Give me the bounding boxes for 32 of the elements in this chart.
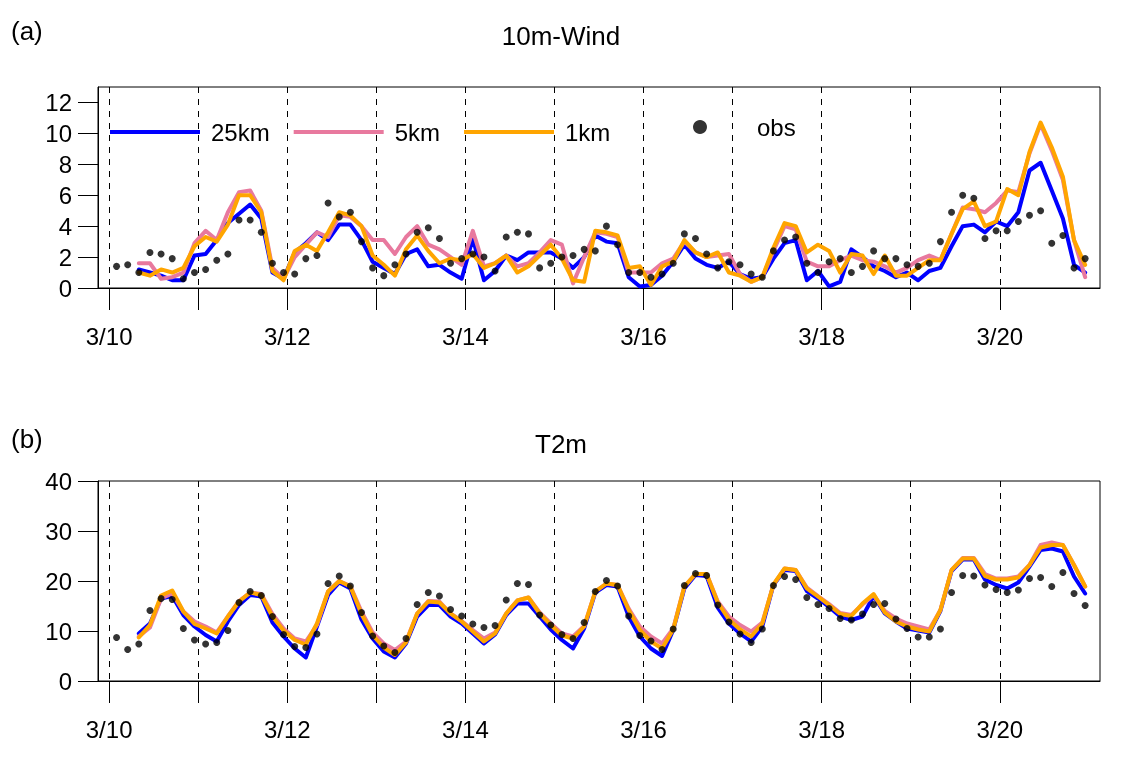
legend-label: 25km: [211, 118, 270, 146]
y-tick-label: 40: [45, 467, 72, 495]
chart-title: 10m-Wind: [501, 21, 621, 51]
y-tick-label: 4: [58, 212, 72, 240]
x-tick-label: 3/12: [263, 715, 311, 743]
legend-label: obs: [757, 113, 796, 141]
x-tick-label: 3/10: [85, 715, 133, 743]
x-tick-label: 3/14: [442, 715, 489, 743]
y-tick-label: 8: [58, 150, 72, 178]
x-tick-label: 3/18: [798, 715, 846, 743]
x-tick-label: 3/14: [442, 322, 489, 350]
text: (a): [11, 16, 43, 46]
y-tick-label: 2: [58, 243, 72, 271]
y-tick-label: 0: [58, 274, 72, 302]
x-tick-label: 3/12: [263, 322, 311, 350]
y-tick-label: 30: [45, 517, 72, 545]
x-tick-label: 3/16: [620, 715, 667, 743]
x-tick-label: 3/18: [798, 322, 846, 350]
legend-label: 1km: [565, 118, 611, 146]
x-tick-label: 3/20: [976, 322, 1024, 350]
x-tick-label: 3/16: [620, 322, 667, 350]
y-tick-label: 10: [45, 617, 72, 645]
chart-title: T2m: [535, 429, 587, 459]
y-tick-label: 20: [45, 567, 72, 595]
y-tick-label: 0: [58, 667, 72, 695]
legend-label: 5km: [394, 118, 441, 146]
x-tick-label: 3/20: [976, 715, 1024, 743]
text: (b): [11, 424, 43, 454]
y-tick-label: 10: [45, 119, 72, 147]
y-tick-label: 12: [45, 88, 72, 116]
y-tick-label: 6: [58, 181, 72, 209]
x-tick-label: 3/10: [85, 322, 133, 350]
